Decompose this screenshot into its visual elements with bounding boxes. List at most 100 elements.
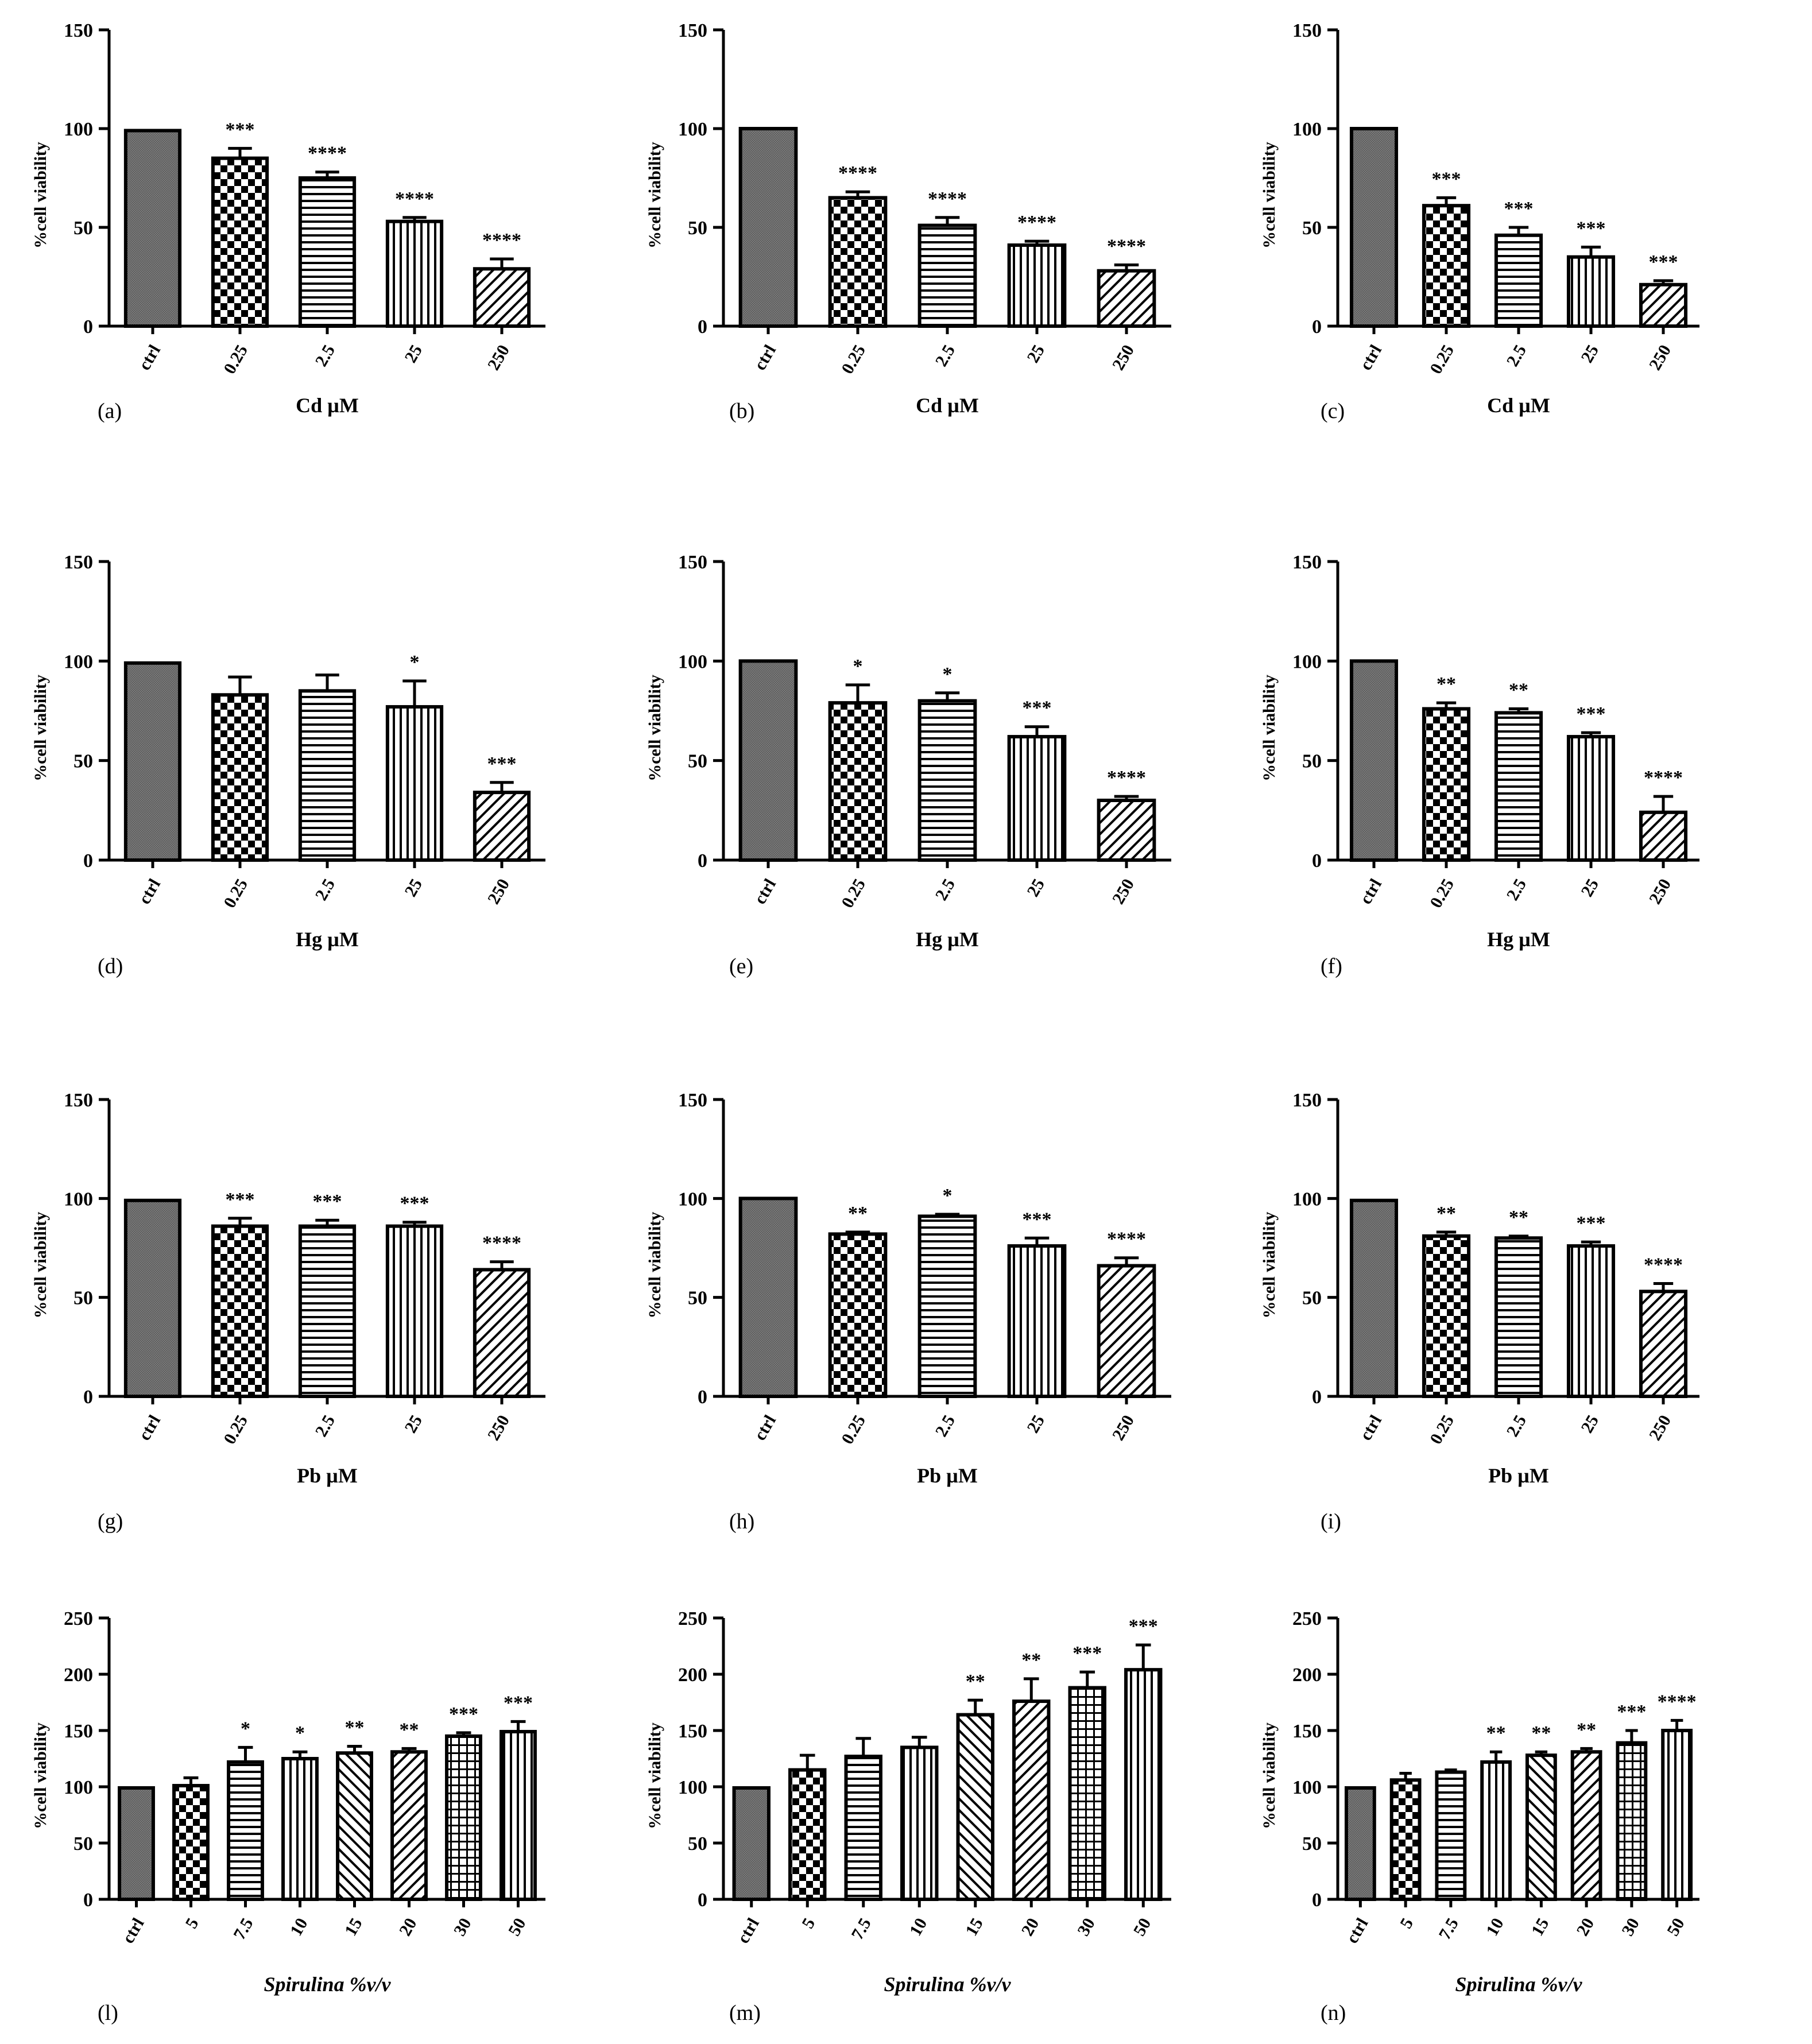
significance-label: *** [1649,251,1678,273]
significance-label: ** [400,1719,419,1740]
x-tick-label: 0.25 [220,876,251,911]
y-tick-label: 100 [678,1777,707,1798]
x-tick-label: 25 [1023,876,1048,900]
chart-panel-m: 0 50 100 150 200 250 %cell viability ctrl 5 7.5 10… [645,1608,1171,2025]
significance-label: *** [1577,218,1606,239]
y-tick-label: 0 [698,850,707,872]
bar [1494,711,1543,862]
x-tick-label: ctrl [1356,876,1385,907]
x-tick-label: 7.5 [1435,1915,1462,1943]
bar [1422,707,1471,862]
x-tick-label: ctrl [118,1915,148,1946]
x-tick-label: ctrl [1356,1412,1385,1443]
x-tick-label: 10 [1482,1915,1508,1939]
y-axis-label: %cell viability [1260,1212,1279,1319]
x-tick-label: 5 [181,1915,202,1931]
significance-label: * [295,1722,305,1744]
y-tick-label: 0 [1312,1387,1322,1408]
y-tick-label: 100 [678,1189,707,1210]
x-tick-label: 30 [450,1915,475,1939]
significance-label: ** [848,1203,868,1224]
bar [1097,799,1156,862]
bar [900,1745,939,1901]
y-tick-label: 200 [64,1664,93,1686]
bar [917,1214,977,1398]
bar [1566,1244,1616,1398]
y-tick-label: 0 [1312,316,1322,338]
significance-label: *** [449,1704,478,1725]
x-tick-label: 25 [401,1412,426,1436]
x-tick-label: 7.5 [847,1915,874,1943]
bar [844,1755,882,1902]
chart-panel-n: 0 50 100 150 200 250 %cell viability ctrl 5 7.5 **… [1260,1608,1699,2025]
x-tick-label: 250 [1109,342,1138,373]
y-axis-label: %cell viability [645,142,664,249]
bar [1435,1770,1467,1902]
panel-letter: (g) [98,1509,123,1534]
significance-label: **** [308,143,347,164]
y-tick-label: 200 [678,1664,707,1686]
y-axis-label: %cell viability [1260,1722,1279,1829]
chart-panel-i: 0 50 100 150 %cell viability ctrl ** 0.25 ** 2.5 *… [1260,1090,1699,1534]
x-tick-label: 20 [396,1915,421,1939]
x-axis-label: Cd µM [296,394,359,417]
y-axis-label: %cell viability [31,675,50,781]
bar [298,689,357,862]
y-axis-label: %cell viability [645,675,664,781]
bar [1007,243,1067,328]
significance-label: **** [395,188,434,210]
bar [1480,1760,1512,1901]
y-tick-label: 150 [678,1090,707,1111]
bar [1389,1778,1422,1901]
significance-label: **** [482,230,521,251]
y-tick-label: 200 [1292,1664,1322,1686]
y-axis-label: %cell viability [645,1722,664,1829]
bar [227,1760,264,1901]
y-tick-label: 100 [64,119,93,140]
x-tick-label: 10 [286,1915,312,1939]
x-axis-label: Cd µM [916,394,979,417]
significance-label: **** [1107,767,1146,788]
bar [385,219,444,328]
bar [956,1713,994,1902]
x-tick-label: ctrl [750,876,780,907]
panel-letter: (a) [98,399,122,423]
bar [385,705,444,862]
panel-letter: (d) [98,954,123,978]
bar [1616,1741,1648,1902]
x-tick-label: 25 [401,876,426,900]
y-tick-label: 150 [1292,20,1322,41]
bar [1494,233,1543,328]
y-tick-label: 50 [688,218,707,239]
chart-panel-g: 0 50 100 150 %cell viability ctrl *** 0.25 *** 2.… [31,1090,545,1534]
significance-label: ** [1509,680,1528,701]
x-tick-label: ctrl [750,1412,780,1443]
bar [1007,1244,1067,1398]
significance-label: *** [226,119,255,140]
y-tick-label: 50 [1302,751,1322,772]
x-tick-label: 25 [1577,876,1602,900]
significance-label: *** [1577,703,1606,725]
x-tick-label: ctrl [135,1412,164,1443]
x-tick-label: 0.25 [838,342,869,377]
bar [390,1750,428,1901]
x-tick-label: 0.25 [838,876,869,911]
bar [336,1751,373,1901]
x-tick-label: 30 [1074,1915,1099,1939]
x-tick-label: 2.5 [1503,1412,1530,1440]
x-axis-label: Spirulina %v/v [884,1973,1011,1996]
panel-letter: (f) [1321,954,1342,978]
panel-letter: (m) [729,2001,761,2025]
y-tick-label: 50 [688,751,707,772]
bar [917,699,977,862]
bar [828,196,888,328]
bar [123,1198,182,1399]
y-tick-label: 100 [64,651,93,672]
x-axis-label: Cd µM [1487,394,1550,417]
x-tick-label: 250 [1645,1412,1675,1443]
y-tick-label: 0 [83,316,93,338]
x-tick-label: 15 [962,1915,987,1939]
y-tick-label: 150 [678,1721,707,1742]
x-tick-label: 2.5 [932,1412,959,1440]
